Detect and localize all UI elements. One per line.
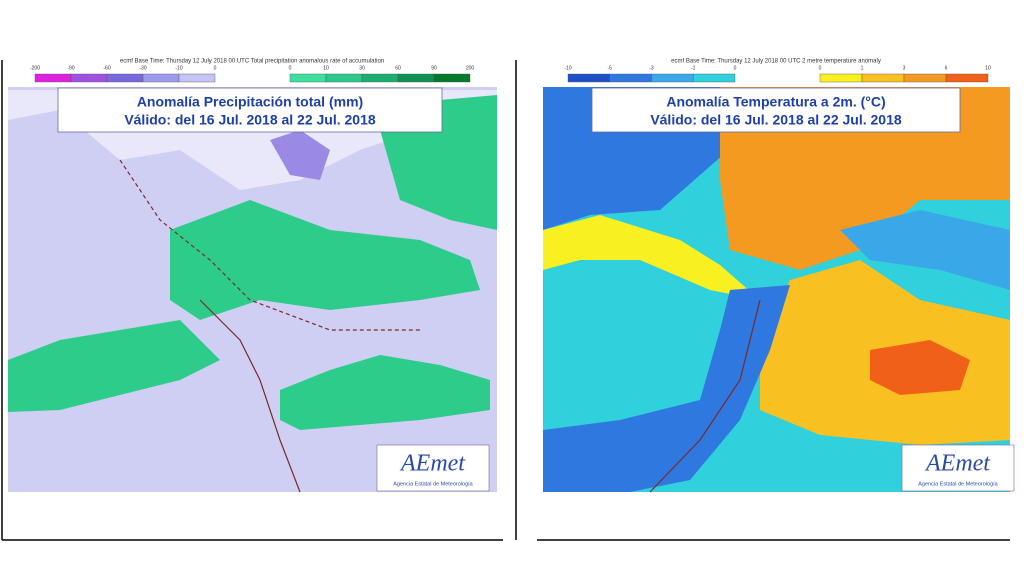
logo-caption: Agencia Estatal de Meteorología — [918, 481, 998, 487]
colorbar-tick: 3 — [903, 65, 906, 71]
colorbar-tick: 30 — [359, 65, 365, 71]
colorbar-swatch — [433, 73, 471, 83]
colorbar-tick: 90 — [431, 65, 437, 71]
colorbar-swatch — [861, 73, 905, 83]
colorbar-tick: -60 — [103, 65, 110, 71]
colorbar-tick: 10 — [323, 65, 329, 71]
logo: AEmet — [399, 451, 466, 477]
colorbar-swatch — [142, 73, 180, 83]
colorbar-tick: 6 — [945, 65, 948, 71]
map-title: Anomalía Precipitación total (mm) — [137, 94, 363, 110]
colorbar-swatch — [361, 73, 399, 83]
colorbar-swatch — [106, 73, 144, 83]
logo-box — [376, 444, 490, 492]
precipitation-map — [8, 87, 497, 493]
colorbar-tick: 1 — [861, 65, 864, 71]
colorbar-tick: -30 — [139, 65, 146, 71]
colorbar-tick: 60 — [395, 65, 401, 71]
colorbar-tick: -1 — [691, 65, 696, 71]
colorbar-swatch — [819, 73, 863, 83]
frame — [1, 60, 1010, 541]
colorbar-tick: -5 — [608, 65, 613, 71]
map-subtitle: Válido: del 16 Jul. 2018 al 22 Jul. 2018 — [124, 112, 376, 128]
map-subtitle: Válido: del 16 Jul. 2018 al 22 Jul. 2018 — [650, 112, 902, 128]
colorbar-header: ecmf Base Time: Thursday 12 July 2018 00… — [120, 59, 384, 65]
colorbar-swatch — [325, 73, 363, 83]
colorbar-header: ecmf Base Time: Thursday 12 July 2018 00… — [671, 59, 881, 65]
colorbar-swatch — [567, 73, 610, 83]
colorbar-tick: -90 — [67, 65, 74, 71]
colorbar-tick: 0 — [214, 65, 217, 71]
colorbar-tick: 0 — [289, 65, 292, 71]
colorbar-tick: 10 — [985, 65, 991, 71]
colorbar-swatch — [609, 73, 652, 83]
colorbar-swatch — [397, 73, 435, 83]
logo: AEmet — [924, 451, 991, 477]
colorbar-tick: -10 — [175, 65, 182, 71]
colorbar-tick: -200 — [30, 65, 40, 71]
title-box — [591, 87, 961, 133]
colorbar-swatch — [34, 73, 72, 83]
colorbar-tick: 0 — [734, 65, 737, 71]
logo-box — [901, 444, 1015, 492]
colorbar-tick: 200 — [466, 65, 475, 71]
colorbar-tick: 0 — [819, 65, 822, 71]
title-box — [57, 87, 443, 133]
temperature-map — [543, 87, 1010, 493]
colorbar-swatch — [651, 73, 694, 83]
map-title: Anomalía Temperatura a 2m. (°C) — [666, 94, 885, 110]
logo-caption: Agencia Estatal de Meteorología — [393, 481, 473, 487]
colorbar-swatch — [945, 73, 989, 83]
colorbar-swatch — [693, 73, 736, 83]
colorbar-swatch — [178, 73, 216, 83]
colorbar-swatch — [289, 73, 327, 83]
colorbar-swatch — [903, 73, 947, 83]
colorbar-swatch — [70, 73, 108, 83]
colorbar-tick: -10 — [564, 65, 571, 71]
colorbar-tick: -3 — [649, 65, 654, 71]
